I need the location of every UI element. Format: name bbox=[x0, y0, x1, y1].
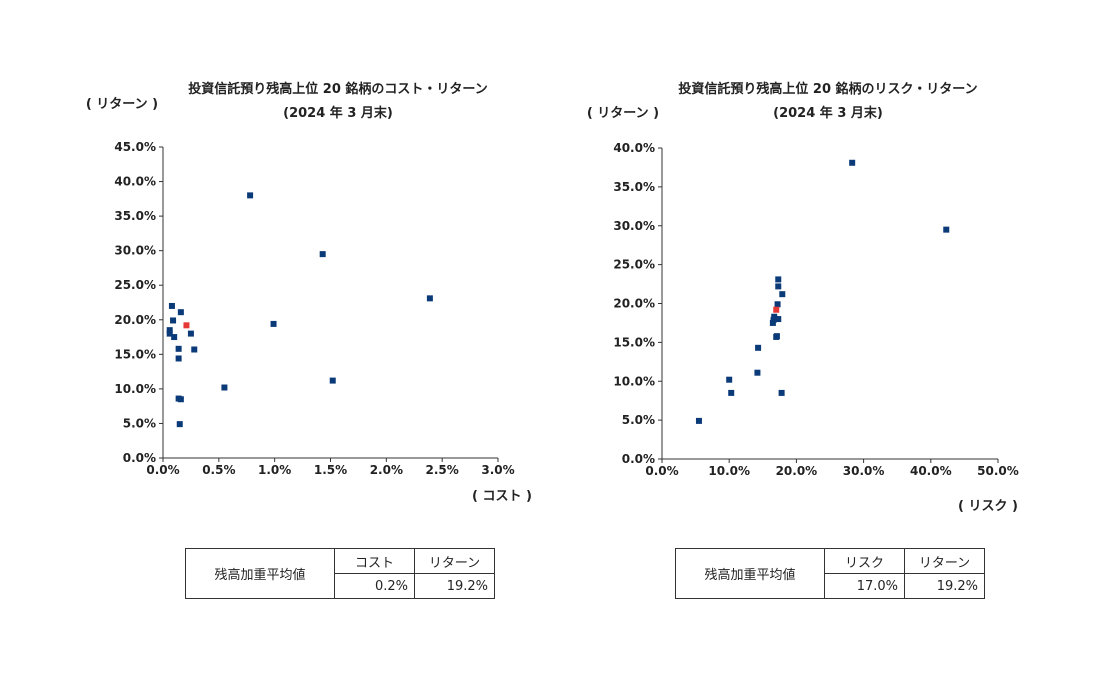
chart-subtitle: (2024 年 3 月末) bbox=[283, 105, 393, 121]
x-axis-label: ( リスク ) bbox=[958, 499, 1018, 514]
scatter-point bbox=[177, 309, 184, 316]
y-tick-label: 5.0% bbox=[622, 413, 655, 427]
y-tick-label: 25.0% bbox=[114, 278, 156, 292]
y-tick-label: 15.0% bbox=[114, 347, 156, 361]
row-label: 残高加重平均値 bbox=[675, 548, 825, 599]
risk-return-summary-table: 残高加重平均値 リスク リターン 17.0% 19.2% bbox=[675, 548, 985, 599]
y-tick-label: 20.0% bbox=[114, 313, 156, 327]
scatter-point bbox=[166, 330, 173, 337]
y-tick-label: 30.0% bbox=[613, 219, 655, 233]
x-tick-label: 40.0% bbox=[910, 464, 952, 478]
y-tick-label: 25.0% bbox=[613, 258, 655, 272]
scatter-point bbox=[187, 330, 194, 337]
cost-return-chart: 投資信託預り残高上位 20 銘柄のコスト・リターン (2024 年 3 月末) … bbox=[86, 81, 532, 504]
scatter-point bbox=[183, 322, 190, 329]
y-tick-label: 35.0% bbox=[613, 180, 655, 194]
x-tick-label: 0.5% bbox=[202, 463, 235, 477]
x-tick-label: 30.0% bbox=[843, 464, 885, 478]
x-tick-label: 0.0% bbox=[645, 464, 678, 478]
x-tick-label: 3.0% bbox=[481, 463, 514, 477]
scatter-point bbox=[170, 317, 177, 324]
value-return: 19.2% bbox=[414, 573, 495, 599]
column-header-risk: リスク bbox=[824, 548, 905, 574]
value-return: 19.2% bbox=[904, 573, 985, 599]
y-tick-label: 45.0% bbox=[114, 140, 156, 154]
x-tick-label: 10.0% bbox=[708, 464, 750, 478]
x-tick-label: 20.0% bbox=[776, 464, 818, 478]
scatter-point bbox=[943, 226, 950, 233]
x-tick-label: 50.0% bbox=[977, 464, 1019, 478]
scatter-point bbox=[175, 345, 182, 352]
x-axis-label: ( コスト ) bbox=[472, 489, 532, 504]
scatter-point bbox=[774, 301, 781, 308]
scatter-point bbox=[176, 421, 183, 428]
chart-subtitle: (2024 年 3 月末) bbox=[773, 105, 883, 121]
scatter-point bbox=[773, 333, 780, 340]
cost-return-summary-table: 残高加重平均値 コスト リターン 0.2% 19.2% bbox=[185, 548, 495, 599]
risk-return-chart: 投資信託預り残高上位 20 銘柄のリスク・リターン (2024 年 3 月末) … bbox=[587, 81, 1019, 514]
scatter-point bbox=[775, 316, 782, 323]
scatter-point bbox=[171, 334, 178, 341]
scatter-point bbox=[754, 369, 761, 376]
scatter-point bbox=[773, 306, 780, 313]
value-cost: 0.2% bbox=[334, 573, 415, 599]
x-tick-label: 2.5% bbox=[426, 463, 459, 477]
y-tick-label: 20.0% bbox=[613, 297, 655, 311]
scatter-point bbox=[329, 377, 336, 384]
y-tick-label: 0.0% bbox=[622, 452, 655, 466]
scatter-point bbox=[755, 344, 762, 351]
y-tick-label: 5.0% bbox=[123, 416, 156, 430]
y-tick-label: 10.0% bbox=[114, 382, 156, 396]
y-tick-label: 0.0% bbox=[123, 451, 156, 465]
scatter-point bbox=[319, 251, 326, 258]
y-tick-label: 10.0% bbox=[613, 374, 655, 388]
scatter-point bbox=[770, 316, 777, 323]
scatter-point bbox=[695, 417, 702, 424]
y-tick-label: 35.0% bbox=[114, 209, 156, 223]
value-risk: 17.0% bbox=[824, 573, 905, 599]
y-tick-label: 40.0% bbox=[613, 141, 655, 155]
scatter-point bbox=[775, 283, 782, 290]
scatter-point bbox=[270, 320, 277, 327]
scatter-point bbox=[191, 346, 198, 353]
scatter-point bbox=[775, 276, 782, 283]
scatter-point bbox=[849, 159, 856, 166]
scatter-point bbox=[177, 396, 184, 403]
scatter-point bbox=[168, 302, 175, 309]
column-header-return: リターン bbox=[414, 548, 495, 574]
scatter-point bbox=[728, 389, 735, 396]
x-tick-label: 0.0% bbox=[146, 463, 179, 477]
column-header-cost: コスト bbox=[334, 548, 415, 574]
y-tick-label: 15.0% bbox=[613, 335, 655, 349]
row-label: 残高加重平均値 bbox=[185, 548, 335, 599]
scatter-point bbox=[726, 376, 733, 383]
scatter-point bbox=[166, 327, 173, 334]
chart-title: 投資信託預り残高上位 20 銘柄のリスク・リターン bbox=[678, 81, 977, 97]
x-tick-label: 1.0% bbox=[258, 463, 291, 477]
x-tick-label: 1.5% bbox=[314, 463, 347, 477]
y-axis-label: ( リターン ) bbox=[86, 97, 158, 112]
scatter-point bbox=[175, 355, 182, 362]
y-tick-label: 30.0% bbox=[114, 244, 156, 258]
y-tick-label: 40.0% bbox=[114, 175, 156, 189]
scatter-point bbox=[247, 192, 254, 199]
scatter-point bbox=[426, 295, 433, 302]
scatter-point bbox=[769, 319, 776, 326]
scatter-point bbox=[771, 313, 778, 320]
scatter-point bbox=[778, 389, 785, 396]
column-header-return: リターン bbox=[904, 548, 985, 574]
scatter-point bbox=[779, 291, 786, 298]
scatter-point bbox=[221, 384, 228, 391]
chart-title: 投資信託預り残高上位 20 銘柄のコスト・リターン bbox=[188, 81, 488, 97]
y-axis-label: ( リターン ) bbox=[587, 106, 659, 121]
x-tick-label: 2.0% bbox=[370, 463, 403, 477]
